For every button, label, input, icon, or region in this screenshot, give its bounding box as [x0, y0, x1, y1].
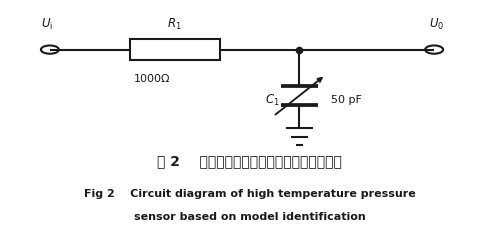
- Bar: [130, 40, 220, 61]
- Text: 图 2    基于模型识别的高温压力传感器电路图: 图 2 基于模型识别的高温压力传感器电路图: [157, 153, 342, 167]
- Text: $R_\mathrm{1}$: $R_\mathrm{1}$: [167, 16, 182, 32]
- Text: $U_\mathrm{0}$: $U_\mathrm{0}$: [429, 16, 444, 32]
- Text: Fig 2    Circuit diagram of high temperature pressure: Fig 2 Circuit diagram of high temperatur…: [84, 188, 415, 199]
- Text: $U_\mathrm{i}$: $U_\mathrm{i}$: [41, 16, 53, 32]
- Text: 1000Ω: 1000Ω: [134, 74, 171, 84]
- Text: sensor based on model identification: sensor based on model identification: [134, 211, 365, 221]
- Text: 50 pF: 50 pF: [331, 95, 362, 105]
- Text: $C_\mathrm{1}$: $C_\mathrm{1}$: [264, 92, 279, 107]
